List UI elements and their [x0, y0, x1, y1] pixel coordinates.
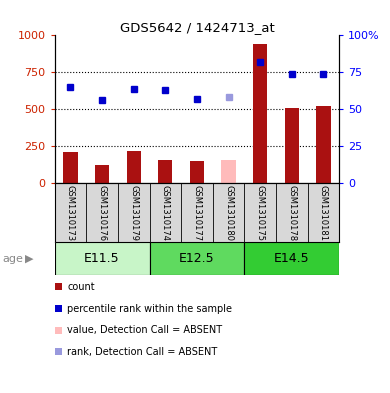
Text: GSM1310174: GSM1310174: [161, 185, 170, 241]
Bar: [149, 242, 245, 275]
Text: GSM1310181: GSM1310181: [319, 185, 328, 241]
Text: GSM1310176: GSM1310176: [98, 185, 106, 241]
Text: E11.5: E11.5: [84, 252, 120, 265]
Text: GSM1310177: GSM1310177: [192, 185, 202, 241]
Bar: [245, 242, 339, 275]
Text: percentile rank within the sample: percentile rank within the sample: [67, 303, 232, 314]
Text: count: count: [67, 282, 95, 292]
Bar: [316, 106, 331, 183]
Text: value, Detection Call = ABSENT: value, Detection Call = ABSENT: [67, 325, 223, 335]
Text: GSM1310173: GSM1310173: [66, 185, 75, 241]
Bar: [95, 165, 109, 183]
Text: ▶: ▶: [25, 253, 34, 264]
Text: GSM1310179: GSM1310179: [129, 185, 138, 241]
Text: GSM1310175: GSM1310175: [256, 185, 265, 241]
Bar: [63, 152, 78, 183]
Bar: [158, 160, 172, 183]
Title: GDS5642 / 1424713_at: GDS5642 / 1424713_at: [120, 21, 274, 34]
Text: GSM1310178: GSM1310178: [287, 185, 296, 241]
Text: E14.5: E14.5: [274, 252, 310, 265]
Bar: [190, 161, 204, 183]
Bar: [127, 151, 141, 183]
Bar: [285, 108, 299, 183]
Text: E12.5: E12.5: [179, 252, 215, 265]
Text: rank, Detection Call = ABSENT: rank, Detection Call = ABSENT: [67, 347, 218, 357]
Bar: [222, 160, 236, 183]
Text: GSM1310180: GSM1310180: [224, 185, 233, 241]
Text: age: age: [2, 253, 23, 264]
Bar: [253, 44, 267, 183]
Bar: [55, 242, 149, 275]
